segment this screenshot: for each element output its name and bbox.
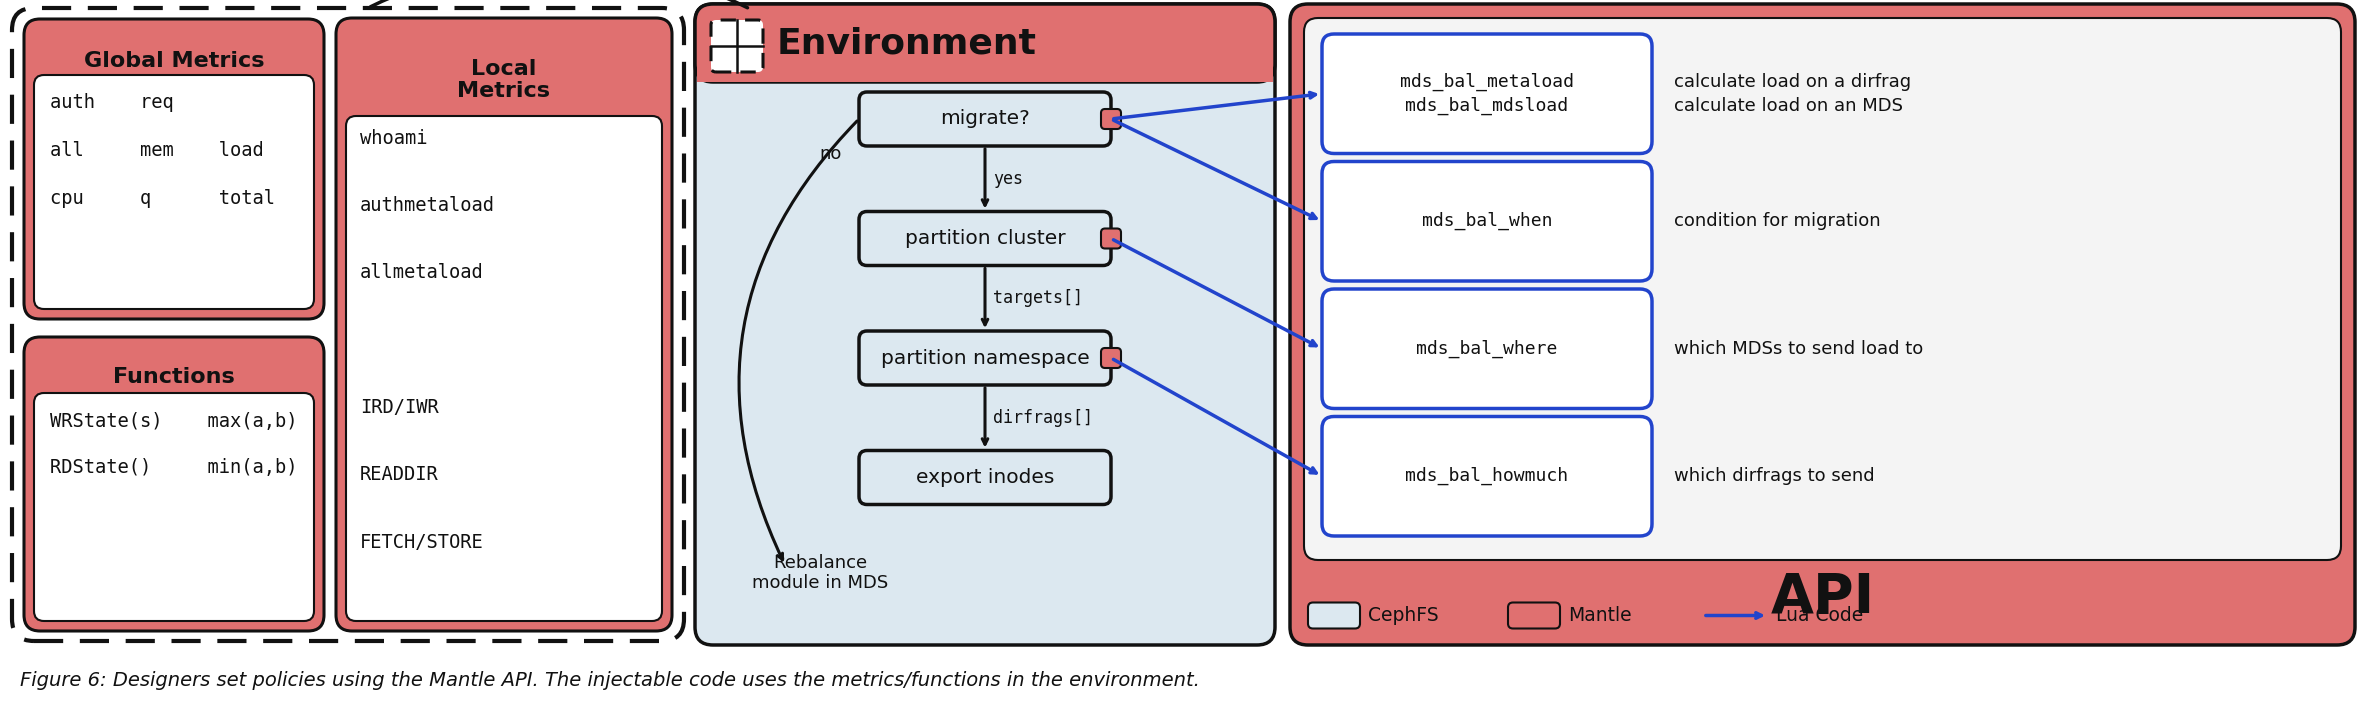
FancyBboxPatch shape <box>336 18 672 631</box>
Text: yes: yes <box>993 170 1024 188</box>
Text: WRState(s)    max(a,b): WRState(s) max(a,b) <box>50 412 298 430</box>
FancyBboxPatch shape <box>345 116 662 621</box>
FancyBboxPatch shape <box>1322 161 1653 281</box>
Text: dirfrags[]: dirfrags[] <box>993 409 1093 427</box>
FancyBboxPatch shape <box>24 337 324 631</box>
FancyBboxPatch shape <box>1322 289 1653 409</box>
Text: authmetaload: authmetaload <box>359 196 494 215</box>
Text: Figure 6: Designers set policies using the Mantle API. The injectable code uses : Figure 6: Designers set policies using t… <box>19 670 1199 690</box>
Text: FETCH/STORE: FETCH/STORE <box>359 533 485 552</box>
Text: Mantle: Mantle <box>1568 606 1632 625</box>
Text: partition namespace: partition namespace <box>880 348 1090 368</box>
Text: API: API <box>1771 570 1875 624</box>
Text: export inodes: export inodes <box>915 468 1055 487</box>
FancyBboxPatch shape <box>858 331 1112 385</box>
Text: partition cluster: partition cluster <box>906 229 1064 248</box>
Text: calculate load on a dirfrag
calculate load on an MDS: calculate load on a dirfrag calculate lo… <box>1674 73 1911 114</box>
FancyBboxPatch shape <box>1102 228 1121 249</box>
FancyBboxPatch shape <box>12 8 683 641</box>
Text: whoami: whoami <box>359 129 428 147</box>
Text: mds_bal_howmuch: mds_bal_howmuch <box>1405 467 1568 486</box>
Text: which MDSs to send load to: which MDSs to send load to <box>1674 340 1923 358</box>
Text: mds_bal_metaload
mds_bal_mdsload: mds_bal_metaload mds_bal_mdsload <box>1400 73 1575 114</box>
Text: which dirfrags to send: which dirfrags to send <box>1674 467 1875 485</box>
Text: Rebalance
module in MDS: Rebalance module in MDS <box>752 554 889 592</box>
Text: cpu     q      total: cpu q total <box>50 190 274 208</box>
Text: READDIR: READDIR <box>359 465 440 484</box>
Text: allmetaload: allmetaload <box>359 263 485 282</box>
Text: no: no <box>821 145 842 163</box>
FancyBboxPatch shape <box>1303 18 2341 560</box>
Text: IRD/IWR: IRD/IWR <box>359 398 440 417</box>
FancyBboxPatch shape <box>1289 4 2356 645</box>
Text: Lua Code: Lua Code <box>1776 606 1864 625</box>
Text: migrate?: migrate? <box>941 109 1029 129</box>
FancyBboxPatch shape <box>33 75 315 309</box>
FancyBboxPatch shape <box>1322 34 1653 154</box>
FancyBboxPatch shape <box>858 92 1112 146</box>
FancyBboxPatch shape <box>24 19 324 319</box>
Text: RDState()     min(a,b): RDState() min(a,b) <box>50 457 298 476</box>
Text: all     mem    load: all mem load <box>50 141 265 161</box>
FancyBboxPatch shape <box>858 211 1112 265</box>
Text: auth    req: auth req <box>50 94 173 112</box>
FancyBboxPatch shape <box>33 393 315 621</box>
Text: Local
Metrics: Local Metrics <box>456 59 551 101</box>
Text: targets[]: targets[] <box>993 289 1083 307</box>
FancyBboxPatch shape <box>1102 109 1121 129</box>
FancyBboxPatch shape <box>712 20 764 72</box>
Text: Environment: Environment <box>778 26 1036 60</box>
FancyBboxPatch shape <box>1308 602 1360 629</box>
Text: Functions: Functions <box>114 367 234 387</box>
FancyBboxPatch shape <box>695 4 1275 645</box>
Text: mds_bal_where: mds_bal_where <box>1417 340 1559 358</box>
Text: mds_bal_when: mds_bal_when <box>1421 212 1551 230</box>
Text: condition for migration: condition for migration <box>1674 213 1880 230</box>
Text: Global Metrics: Global Metrics <box>83 51 265 71</box>
FancyBboxPatch shape <box>1102 348 1121 368</box>
FancyBboxPatch shape <box>695 4 1275 82</box>
FancyBboxPatch shape <box>1509 602 1561 629</box>
Bar <box>698 41 1272 82</box>
Text: CephFS: CephFS <box>1367 606 1438 625</box>
FancyBboxPatch shape <box>1322 417 1653 536</box>
FancyBboxPatch shape <box>858 451 1112 505</box>
